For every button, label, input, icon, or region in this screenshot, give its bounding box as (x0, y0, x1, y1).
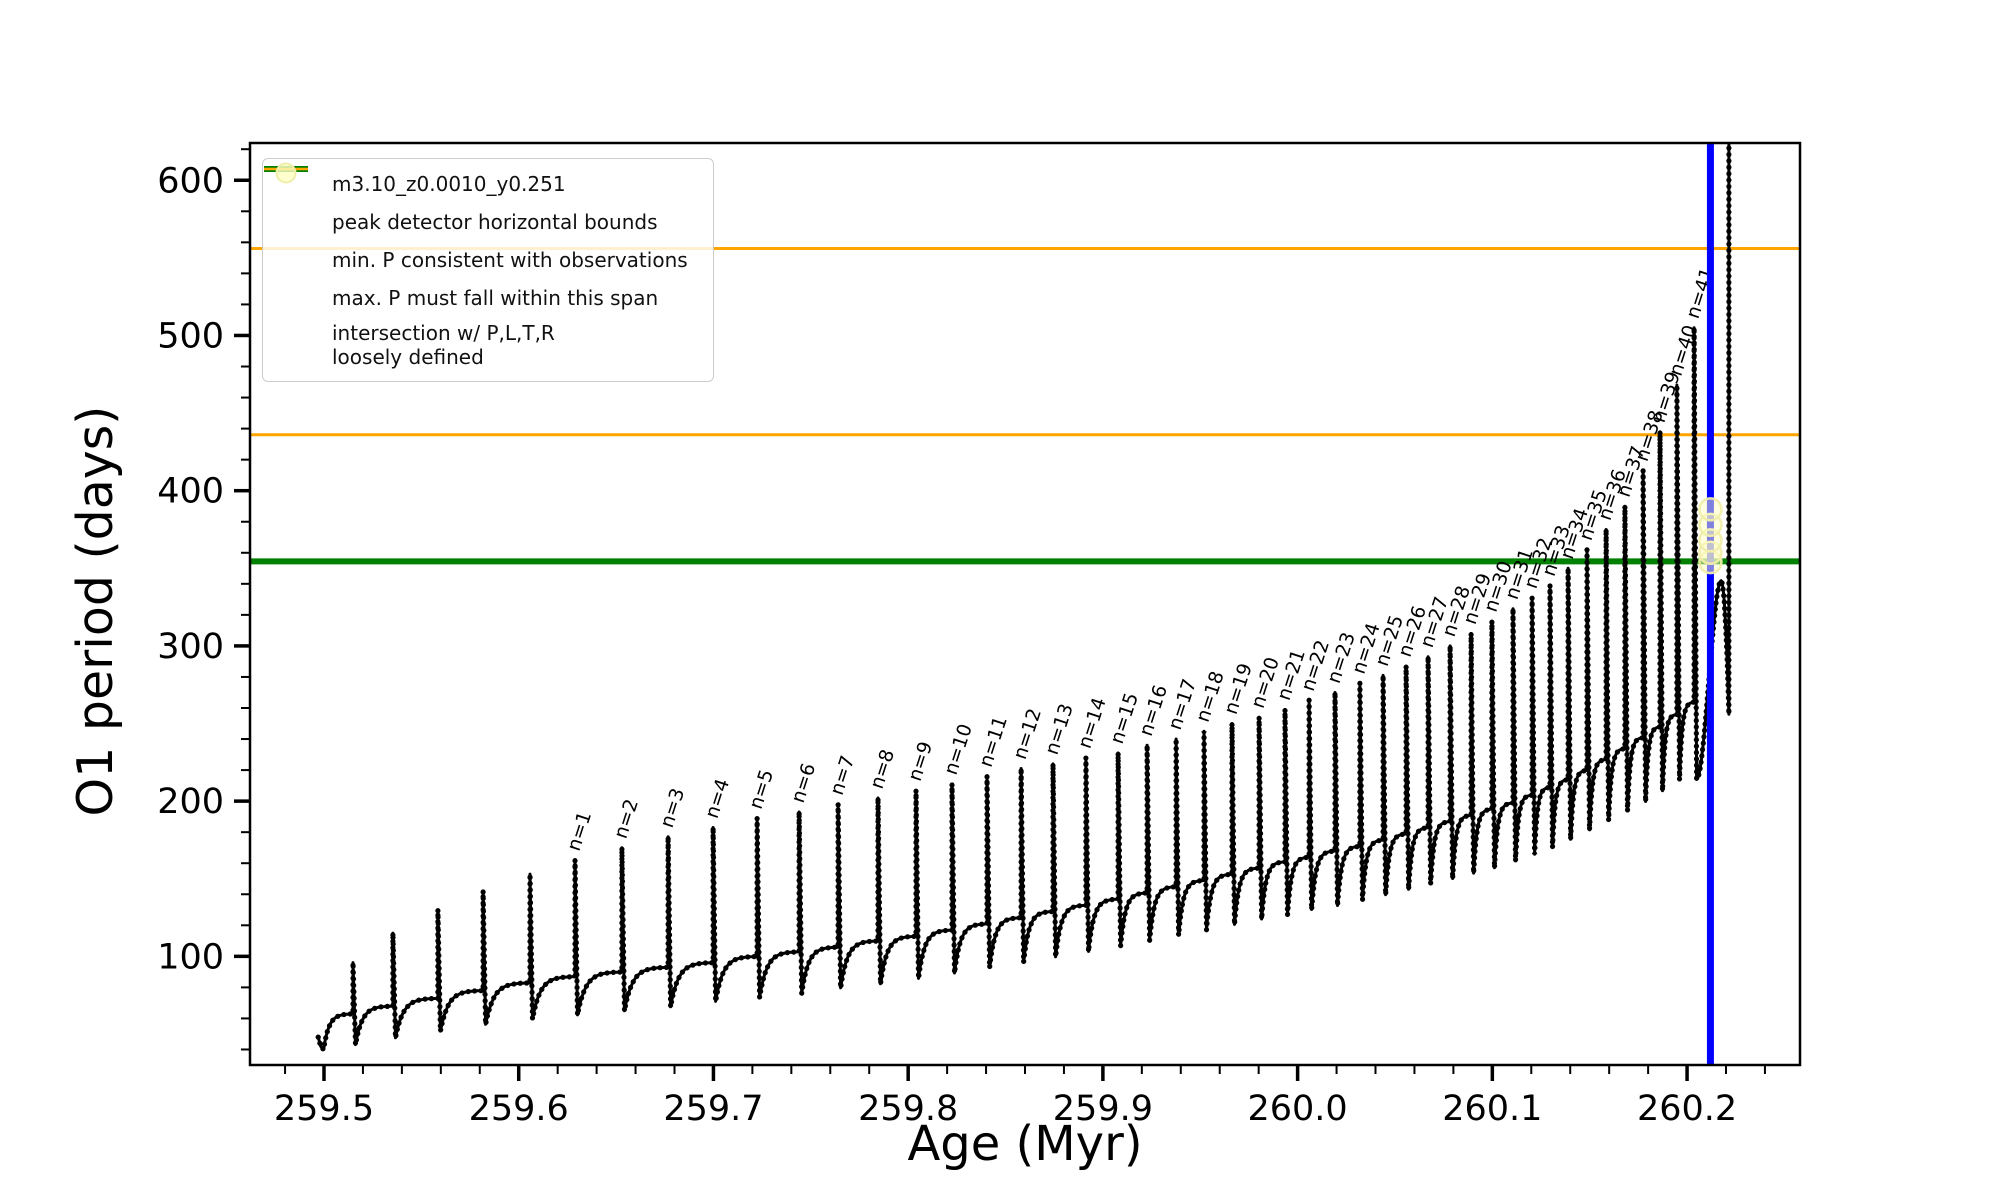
y-tick-label: 500 (157, 316, 224, 356)
pulse-label: n=14 (1074, 695, 1111, 751)
legend-label: peak detector horizontal bounds (332, 210, 658, 234)
pulse-label: n=1 (563, 809, 596, 854)
legend-label: max. P must fall within this span (332, 286, 659, 310)
x-tick-label: 259.5 (274, 1089, 374, 1129)
x-tick-label: 259.7 (663, 1089, 763, 1129)
legend-label: intersection w/ P,L,T,R loosely defined (332, 321, 555, 369)
y-axis-label: O1 period (days) (67, 405, 124, 817)
x-tick-label: 260.0 (1248, 1089, 1348, 1129)
x-tick-label: 260.1 (1442, 1089, 1542, 1129)
legend-item-peak-bounds: peak detector horizontal bounds (264, 166, 703, 241)
pulse-label: n=15 (1106, 690, 1143, 746)
legend-item-intersection: intersection w/ P,L,T,R loosely defined (271, 162, 703, 373)
pulse-label: n=6 (787, 761, 820, 806)
x-axis-label: Age (Myr) (907, 1116, 1143, 1172)
pulse-label: n=2 (610, 796, 643, 841)
y-tick-label: 200 (157, 782, 224, 822)
x-tick-label: 260.2 (1637, 1089, 1737, 1129)
legend-item-series: m3.10_z0.0010_y0.251 (264, 165, 703, 203)
x-tick-label: 259.8 (858, 1089, 958, 1129)
pulse-label: n=10 (940, 721, 977, 777)
y-tick-label: 300 (157, 627, 224, 667)
pulse-label: n=5 (745, 767, 778, 812)
legend-item-max-span: max. P must fall within this span (264, 167, 703, 317)
intersection-marker (1698, 497, 1723, 522)
pulse-label: n=12 (1009, 706, 1046, 762)
x-tick-label: 259.9 (1053, 1089, 1153, 1129)
legend: m3.10_z0.0010_y0.251 peak detector horiz… (262, 158, 714, 382)
pulse-label: n=3 (656, 785, 689, 830)
pulse-label: n=7 (826, 753, 859, 798)
y-tick-label: 600 (157, 161, 224, 201)
pulse-label: n=11 (975, 713, 1012, 769)
legend-label: min. P consistent with observations (332, 248, 688, 272)
pulse-label: n=13 (1041, 701, 1078, 757)
y-tick-label: 100 (157, 937, 224, 977)
y-tick-label: 400 (157, 472, 224, 512)
pulse-label: n=8 (866, 747, 899, 792)
legend-label: m3.10_z0.0010_y0.251 (332, 172, 566, 196)
pulse-label: n=4 (701, 776, 734, 821)
pulse-label: n=9 (904, 739, 937, 784)
legend-item-min-period: min. P consistent with observations (264, 166, 703, 279)
x-tick-label: 259.6 (469, 1089, 569, 1129)
pulse-label: n=16 (1135, 682, 1172, 738)
series-curve-markers (315, 143, 1732, 1056)
